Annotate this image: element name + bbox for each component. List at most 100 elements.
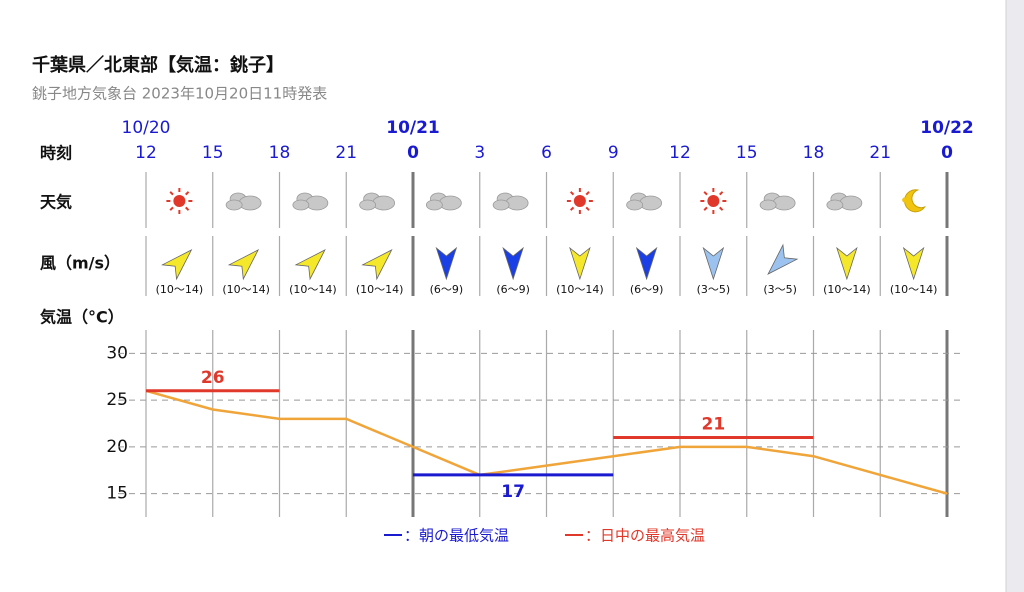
sun-ray [719,206,724,211]
wind-speed: (10〜14) [222,283,270,296]
sun [173,195,186,207]
wind-speed: (10〜14) [156,283,204,296]
weather-icon [626,192,663,211]
hour-label: 21 [335,143,357,163]
wind-arrow [702,246,725,281]
wind-arrow [635,246,658,281]
wind-arrow [161,249,193,281]
cloud [359,199,377,211]
y-tick-label: 15 [106,484,128,504]
legend-label: ：朝の最低気温 [404,527,509,545]
sun [707,195,720,207]
moon [904,189,926,213]
hour-label: 15 [736,143,758,163]
weather-icon [425,192,462,211]
temp-label: 17 [501,482,525,502]
star [902,197,908,203]
cloud [639,195,663,211]
y-tick-label: 20 [106,437,128,457]
weather-icon [292,192,329,211]
sun-ray [719,191,724,196]
y-tick-label: 30 [106,343,128,363]
weather-icon [700,188,727,214]
hour-label: 12 [135,143,157,163]
cloud [826,199,844,211]
wind-arrow [902,246,925,281]
wind-speed: (6〜9) [630,283,664,296]
temp-line [145,389,948,495]
wind-arrow [227,249,260,281]
legend-label: ：日中の最高気温 [585,527,705,545]
temp-label: 21 [702,415,726,435]
wind-speed: (6〜9) [496,283,530,296]
y-tick-label: 25 [106,390,128,410]
wind-speed: (10〜14) [556,283,604,296]
cloud [626,199,644,211]
hour-label: 12 [669,143,691,163]
cloud [505,195,529,211]
wind-speed: (3〜5) [763,283,797,296]
sun-ray [703,191,708,196]
wind-arrow [502,246,524,281]
date-label: 10/21 [386,118,440,138]
cloud [372,195,396,211]
cloud [839,195,863,211]
sun-ray [185,191,190,196]
cloud [772,195,796,211]
wind-speed: (10〜14) [823,283,871,296]
cloud [305,195,329,211]
sun-ray [585,206,590,211]
hour-label: 0 [941,143,953,163]
date-label: 10/22 [920,118,974,138]
row-label: 時刻 [40,144,72,163]
weather-icon [826,192,863,211]
cloud [225,199,243,211]
cloud [292,199,310,211]
hour-label: 3 [474,143,485,163]
cloud [425,199,443,211]
hour-label: 0 [407,143,419,163]
wind-arrow [836,246,858,281]
sun-ray [585,191,590,196]
wind-arrow [435,246,458,281]
wind-speed: (10〜14) [890,283,938,296]
weather-icon [225,192,262,211]
subtitle: 銚子地方気象台 2023年10月20日11時発表 [32,85,327,103]
row-label: 風（m/s） [40,254,120,273]
weather-icon [492,192,529,211]
cloud [759,199,777,211]
sun-ray [569,191,575,196]
sun [573,195,586,207]
hour-label: 18 [269,143,291,163]
weather-icon [359,192,396,211]
weather-icon [166,188,193,214]
hour-label: 21 [869,143,891,163]
sun-ray [703,206,708,211]
date-label: 10/20 [122,118,171,138]
title: 千葉県／北東部【気温：銚子】 [32,54,284,76]
weather-icon [902,189,926,213]
row-label: 天気 [40,193,72,212]
cloud [492,199,510,211]
wind-speed: (3〜5) [697,283,731,296]
temp-label: 26 [201,368,225,388]
sun-ray [185,206,190,211]
wind-arrow [767,243,799,275]
sun-ray [169,206,174,211]
hour-label: 15 [202,143,224,163]
cloud [238,195,262,211]
wind-arrow [569,246,591,281]
wind-speed: (10〜14) [289,283,337,296]
wind-speed: (10〜14) [356,283,404,296]
weather-icon [759,192,796,211]
row-label: 気温（°C） [40,308,124,327]
hour-label: 9 [608,143,619,163]
hour-label: 6 [541,143,552,163]
wind-arrow [361,249,393,281]
wind-arrow [294,249,326,281]
hour-label: 18 [803,143,825,163]
sun-ray [569,206,575,211]
cloud [438,195,462,211]
